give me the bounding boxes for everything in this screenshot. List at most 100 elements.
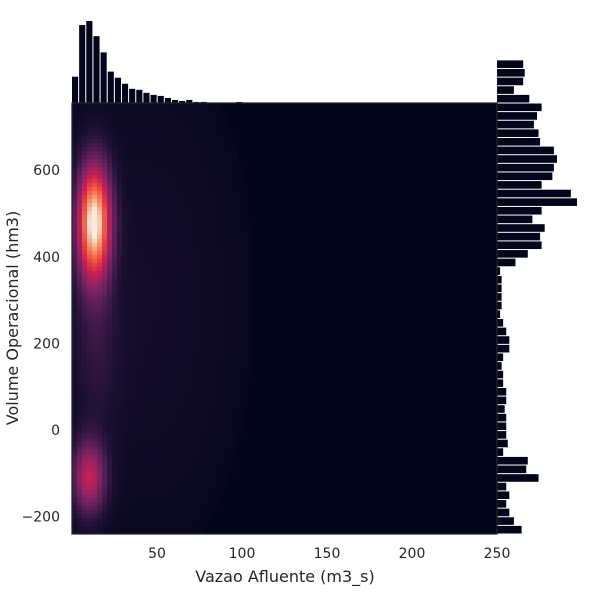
density-cell (97, 414, 103, 419)
density-cell (247, 322, 253, 328)
density-cell (187, 346, 193, 352)
density-cell (207, 402, 213, 407)
density-cell (82, 486, 88, 491)
density-cell (87, 422, 93, 427)
density-cell (217, 106, 223, 112)
density-cell (122, 150, 128, 156)
y-hist-bar (497, 293, 502, 301)
density-cell (137, 382, 143, 387)
density-cell (152, 278, 158, 284)
y-hist-bar (497, 405, 505, 413)
density-cell (102, 358, 108, 363)
density-cell (142, 334, 148, 340)
density-cell (207, 474, 213, 479)
density-cell (162, 258, 168, 264)
density-cell (167, 426, 173, 431)
density-cell (72, 366, 78, 371)
density-cell (192, 214, 198, 220)
density-cell (157, 462, 163, 467)
density-cell (122, 186, 128, 192)
density-cell (72, 186, 78, 192)
density-cell (222, 194, 228, 200)
density-cell (127, 186, 133, 192)
y-hist-bar (497, 431, 507, 439)
density-cell (237, 334, 243, 340)
density-cell (82, 246, 88, 252)
density-cell (232, 382, 238, 387)
density-cell (157, 198, 163, 204)
density-cell (82, 222, 88, 228)
density-cell (132, 218, 138, 224)
density-cell (162, 122, 168, 128)
density-cell (117, 494, 123, 499)
density-cell (227, 370, 233, 375)
density-cell (197, 210, 203, 216)
density-cell (72, 418, 78, 423)
density-cell (177, 466, 183, 471)
density-cell (107, 138, 113, 144)
density-cell (162, 134, 168, 140)
density-cell (242, 198, 248, 204)
density-cell (192, 270, 198, 276)
density-cell (72, 506, 78, 511)
density-cell (197, 322, 203, 328)
density-cell (207, 174, 213, 180)
density-cell (107, 446, 113, 451)
density-cell (217, 370, 223, 375)
density-cell (157, 266, 163, 272)
density-cell (222, 350, 228, 356)
density-cell (142, 314, 148, 320)
y-hist-bar (497, 491, 510, 500)
density-cell (202, 350, 208, 356)
density-cell (137, 286, 143, 292)
density-cell (77, 494, 83, 499)
density-cell (167, 410, 173, 415)
density-cell (127, 358, 133, 363)
density-cell (182, 146, 188, 152)
density-cell (102, 526, 108, 531)
y-hist-bar (497, 181, 542, 189)
density-cell (182, 322, 188, 328)
y-hist-bar (497, 155, 557, 163)
density-cell (82, 103, 88, 108)
density-cell (137, 103, 143, 108)
density-cell (192, 310, 198, 316)
density-cell (177, 110, 183, 116)
density-cell (152, 198, 158, 204)
density-cell (157, 474, 163, 479)
density-cell (207, 122, 213, 128)
density-cell (177, 114, 183, 120)
density-cell (172, 138, 178, 144)
density-cell (72, 214, 78, 220)
density-cell (177, 278, 183, 284)
density-cell (222, 398, 228, 403)
density-cell (227, 222, 233, 228)
density-cell (227, 342, 233, 348)
density-cell (112, 150, 118, 156)
density-cell (112, 338, 118, 344)
density-cell (102, 202, 108, 208)
density-cell (162, 430, 168, 435)
x-marginal-histogram (72, 21, 243, 103)
density-cell (87, 174, 93, 180)
density-cell (92, 438, 98, 443)
density-cell (227, 226, 233, 232)
density-cell (192, 402, 198, 407)
density-cell (217, 446, 223, 451)
density-cell (207, 182, 213, 188)
density-cell (127, 518, 133, 523)
density-cell (82, 250, 88, 256)
density-cell (117, 526, 123, 531)
density-cell (232, 210, 238, 216)
density-cell (127, 142, 133, 148)
density-cell (162, 318, 168, 324)
density-cell (72, 262, 78, 268)
density-cell (187, 206, 193, 212)
density-cell (117, 354, 123, 360)
density-cell (127, 414, 133, 419)
density-cell (232, 302, 238, 308)
density-cell (77, 506, 83, 511)
density-cell (137, 226, 143, 232)
density-cell (82, 418, 88, 423)
density-cell (82, 126, 88, 132)
